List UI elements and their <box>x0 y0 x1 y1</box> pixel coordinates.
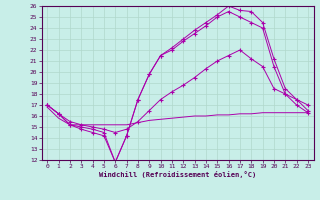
X-axis label: Windchill (Refroidissement éolien,°C): Windchill (Refroidissement éolien,°C) <box>99 171 256 178</box>
